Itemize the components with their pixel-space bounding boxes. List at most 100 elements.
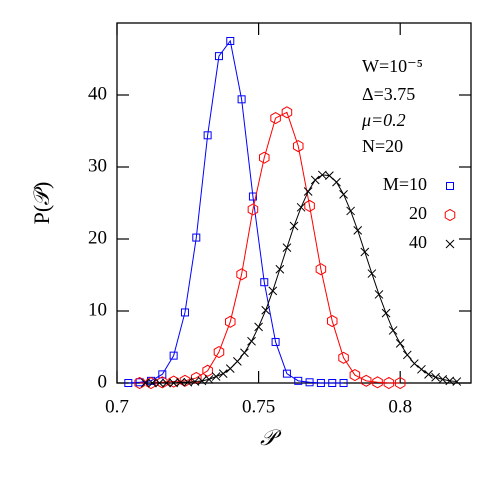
legend-marker — [446, 182, 454, 190]
marker — [268, 286, 278, 296]
marker — [214, 52, 223, 61]
marker — [134, 376, 145, 390]
marker — [155, 378, 164, 388]
marker — [179, 374, 191, 387]
marker — [247, 203, 259, 216]
annotation: Δ=3.75 — [362, 84, 415, 104]
marker — [292, 140, 304, 153]
y-tick-label: 30 — [88, 155, 107, 176]
annotation: N=20 — [362, 136, 403, 156]
series-line — [128, 39, 344, 384]
marker — [316, 379, 325, 387]
x-axis-label: 𝒫 — [260, 425, 282, 450]
marker — [211, 372, 221, 381]
marker — [424, 370, 433, 379]
marker — [431, 372, 440, 382]
x-tick-label: 0.75 — [242, 396, 275, 417]
marker — [275, 264, 285, 274]
marker — [303, 187, 313, 196]
marker — [282, 369, 291, 378]
marker — [315, 263, 327, 276]
marker — [261, 305, 271, 315]
marker — [452, 377, 462, 386]
marker — [438, 375, 448, 384]
marker — [192, 233, 201, 242]
legend-marker — [445, 239, 455, 249]
marker — [124, 379, 133, 387]
marker — [169, 378, 178, 388]
marker — [225, 315, 236, 328]
plot-frame — [116, 22, 472, 384]
marker — [140, 378, 150, 388]
legend-label: M=10 — [383, 174, 427, 194]
series-line — [139, 111, 401, 384]
marker — [360, 247, 370, 257]
marker — [225, 364, 235, 373]
marker — [168, 375, 179, 388]
marker — [294, 376, 303, 385]
marker — [317, 170, 327, 180]
marker — [360, 374, 372, 387]
marker — [346, 206, 355, 216]
legend-label: 40 — [409, 232, 427, 252]
marker — [402, 350, 412, 360]
marker — [183, 377, 193, 387]
marker — [197, 376, 207, 386]
marker — [148, 378, 157, 388]
marker — [176, 377, 186, 387]
x-tick-label: 0.8 — [388, 396, 412, 417]
marker — [339, 190, 348, 199]
marker — [325, 171, 334, 180]
marker — [349, 369, 361, 382]
marker — [271, 337, 280, 346]
y-axis-label: P(𝒫) — [29, 182, 54, 225]
marker — [339, 379, 348, 387]
marker — [289, 221, 299, 231]
marker — [237, 95, 246, 104]
marker — [247, 336, 256, 346]
annotation: μ=0.2 — [361, 110, 406, 130]
marker — [190, 377, 200, 386]
marker — [260, 278, 269, 287]
marker — [281, 106, 293, 119]
marker — [388, 326, 398, 335]
marker — [310, 175, 320, 185]
marker — [326, 315, 338, 328]
marker — [135, 378, 144, 387]
marker — [395, 339, 405, 348]
legend-marker — [444, 208, 456, 222]
marker — [226, 37, 235, 45]
marker — [213, 345, 225, 359]
marker — [332, 177, 341, 187]
marker — [254, 322, 263, 332]
marker — [305, 378, 314, 387]
marker — [180, 308, 189, 317]
marker — [410, 359, 419, 368]
marker — [240, 348, 249, 358]
y-tick-label: 10 — [88, 299, 107, 320]
marker — [169, 351, 178, 360]
marker — [381, 308, 391, 318]
marker — [158, 370, 167, 379]
marker — [383, 376, 395, 390]
marker — [248, 192, 257, 201]
legend-label: 20 — [409, 203, 427, 223]
marker — [270, 111, 281, 125]
marker — [233, 357, 242, 366]
y-tick-label: 20 — [88, 227, 107, 248]
x-tick-label: 0.7 — [105, 396, 129, 417]
marker — [202, 364, 213, 377]
annotation: W=10⁻⁵ — [362, 56, 423, 76]
y-tick-label: 40 — [88, 83, 107, 104]
marker — [374, 290, 384, 299]
marker — [338, 351, 349, 364]
marker — [394, 376, 406, 390]
marker — [204, 375, 214, 384]
marker — [367, 269, 377, 278]
marker — [282, 243, 292, 252]
marker — [417, 364, 426, 374]
marker — [203, 131, 212, 140]
marker — [259, 151, 270, 164]
